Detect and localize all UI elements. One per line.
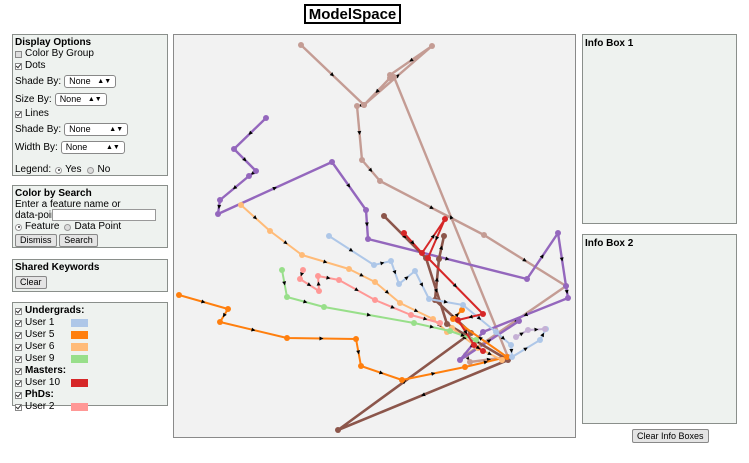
- data-point-label: Data Point: [74, 221, 122, 232]
- chevron-updown-icon: ▲▼: [109, 125, 124, 133]
- display-options-panel: Display Options Color By Group Dots Shad…: [12, 34, 168, 176]
- user9-checkbox[interactable]: [15, 355, 22, 363]
- lines-label: Lines: [25, 108, 49, 119]
- legend-yes-radio[interactable]: [55, 166, 63, 174]
- clear-info-boxes-button[interactable]: Clear Info Boxes: [632, 429, 709, 443]
- undergrads-label: Undergrads:: [25, 305, 85, 316]
- undergrads-checkbox[interactable]: [15, 307, 22, 315]
- app-title: ModelSpace: [304, 4, 401, 24]
- display-options-title: Display Options: [15, 37, 92, 48]
- legend-group-masters: Masters: User 10: [15, 365, 165, 389]
- dots-shade-label: Shade By:: [15, 75, 62, 87]
- user10-swatch: [71, 379, 88, 387]
- lines-shade-value: None: [69, 124, 91, 134]
- lines-shade-label: Shade By:: [15, 123, 62, 135]
- feature-label: Feature: [25, 221, 60, 232]
- user2-label: User 2: [25, 401, 55, 412]
- width-select[interactable]: None ▲▼: [60, 140, 125, 154]
- user9-swatch: [71, 355, 88, 363]
- legend-label: Legend:: [15, 164, 52, 175]
- user6-label: User 6: [25, 341, 55, 352]
- user6-swatch: [71, 343, 88, 351]
- info-box-1-title: Info Box 1: [585, 38, 634, 49]
- dismiss-button[interactable]: Dismiss: [15, 234, 57, 247]
- width-value: None: [65, 142, 88, 152]
- size-value: None: [59, 94, 82, 104]
- color-search-panel: Color by Search Enter a feature name or …: [12, 185, 168, 248]
- user6-checkbox[interactable]: [15, 343, 22, 351]
- color-search-title: Color by Search: [15, 188, 92, 199]
- legend-no-radio[interactable]: [87, 166, 95, 174]
- size-label: Size By:: [15, 93, 52, 105]
- user10-checkbox[interactable]: [15, 379, 22, 387]
- size-select[interactable]: None ▲▼: [54, 92, 107, 106]
- width-label: Width By:: [15, 141, 58, 153]
- legend-yes-label: Yes: [65, 164, 82, 175]
- shared-keywords-panel: Shared Keywords Clear: [12, 259, 168, 292]
- lines-shade-select[interactable]: None ▲▼: [64, 122, 129, 136]
- search-input[interactable]: [52, 209, 156, 221]
- lines-checkbox[interactable]: [15, 110, 22, 118]
- user1-swatch: [71, 319, 88, 327]
- legend-group-phds: PhDs: User 2: [15, 389, 165, 413]
- info-box-1: Info Box 1: [582, 34, 737, 224]
- shared-keywords-title: Shared Keywords: [15, 262, 100, 273]
- user9-label: User 9: [25, 353, 55, 364]
- masters-checkbox[interactable]: [15, 367, 22, 375]
- dots-checkbox[interactable]: [15, 62, 22, 70]
- legend-group-undergrads: Undergrads: User 1 User 5 User 6 User 9: [15, 305, 165, 365]
- user10-label: User 10: [25, 377, 61, 388]
- color-by-group-label: Color By Group: [25, 48, 94, 59]
- dots-shade-value: None: [69, 76, 91, 86]
- chevron-updown-icon: ▲▼: [97, 77, 112, 85]
- color-by-group-checkbox[interactable]: [15, 50, 22, 58]
- masters-label: Masters:: [25, 365, 67, 376]
- user1-label: User 1: [25, 317, 55, 328]
- phds-label: PhDs:: [25, 389, 54, 400]
- user5-swatch: [71, 331, 88, 339]
- info-box-2-title: Info Box 2: [585, 238, 634, 249]
- chevron-updown-icon: ▲▼: [105, 143, 120, 151]
- search-button[interactable]: Search: [59, 234, 98, 247]
- clear-keywords-button[interactable]: Clear: [15, 276, 47, 289]
- feature-radio[interactable]: [15, 223, 22, 231]
- dots-label: Dots: [25, 60, 46, 71]
- user2-swatch: [71, 403, 88, 411]
- dots-shade-select[interactable]: None ▲▼: [64, 74, 117, 88]
- data-point-radio[interactable]: [64, 223, 72, 231]
- info-box-2: Info Box 2: [582, 234, 737, 424]
- phds-checkbox[interactable]: [15, 391, 22, 399]
- legend-panel: Undergrads: User 1 User 5 User 6 User 9 …: [12, 302, 168, 412]
- legend-no-label: No: [97, 164, 111, 175]
- user5-label: User 5: [25, 329, 55, 340]
- model-space-plot[interactable]: [173, 34, 576, 438]
- chevron-updown-icon: ▲▼: [87, 95, 102, 103]
- user2-checkbox[interactable]: [15, 403, 22, 411]
- user1-checkbox[interactable]: [15, 319, 22, 327]
- user5-checkbox[interactable]: [15, 331, 22, 339]
